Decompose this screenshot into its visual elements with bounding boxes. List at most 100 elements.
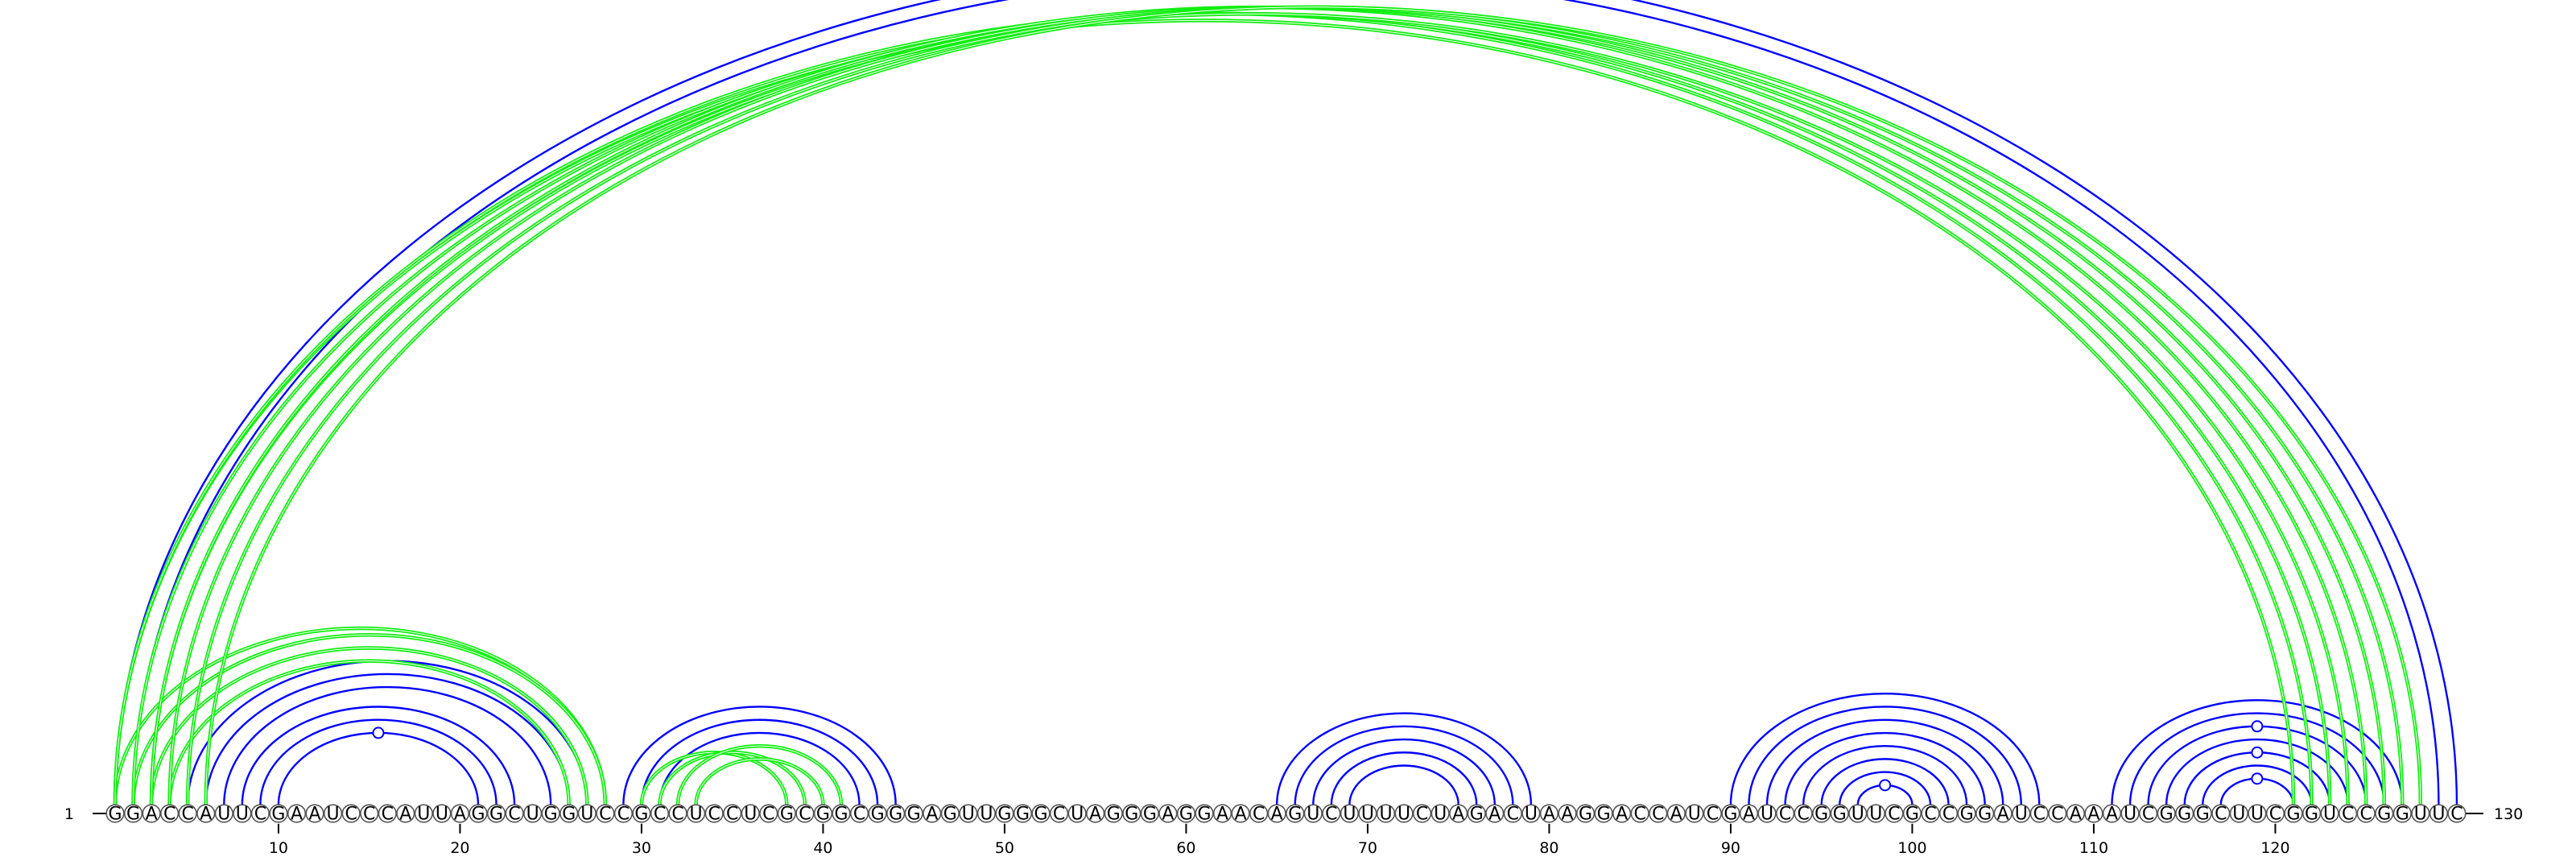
- position-tick: 30: [632, 823, 651, 857]
- base-pair-arc: [1729, 693, 2041, 805]
- nucleotide: A: [1539, 804, 1559, 825]
- nucleotide: U: [414, 804, 433, 825]
- nucleotide: G: [269, 804, 288, 825]
- nucleotide: G: [2157, 804, 2176, 825]
- base-pair-arc: [1294, 725, 1514, 805]
- svg-text:G: G: [271, 805, 285, 825]
- svg-text:A: A: [1561, 805, 1573, 825]
- svg-text:G: G: [1960, 805, 1974, 825]
- nucleotide: G: [2392, 804, 2412, 825]
- nucleotide: A: [1158, 804, 1178, 825]
- base-pair-arc: [640, 718, 879, 805]
- nucleotide: C: [1938, 804, 1959, 825]
- svg-text:A: A: [1271, 805, 1283, 825]
- svg-text:G: G: [1724, 805, 1737, 825]
- svg-text:80: 80: [1539, 839, 1558, 857]
- position-tick: 70: [1358, 823, 1377, 857]
- nucleotide: A: [1449, 804, 1468, 825]
- svg-text:G: G: [1579, 805, 1592, 825]
- nucleotide: U: [686, 804, 706, 825]
- svg-text:A: A: [1997, 805, 2009, 825]
- svg-text:A: A: [2106, 805, 2118, 825]
- svg-text:A: A: [1670, 805, 1682, 825]
- nucleotide: U: [2248, 804, 2267, 825]
- nucleotide: U: [432, 804, 452, 825]
- svg-text:G: G: [471, 805, 485, 825]
- bulge-marker: [2251, 746, 2264, 759]
- svg-text:100: 100: [1897, 839, 1926, 857]
- svg-text:C: C: [1888, 805, 1900, 825]
- nucleotide: C: [160, 804, 180, 825]
- svg-text:C: C: [617, 805, 630, 825]
- nucleotide: C: [1049, 804, 1069, 825]
- nucleotide: C: [613, 804, 634, 825]
- svg-text:U: U: [2015, 805, 2028, 825]
- svg-text:G: G: [834, 805, 848, 825]
- svg-text:C: C: [2360, 805, 2372, 825]
- bulge-marker: [1879, 779, 1892, 792]
- svg-text:G: G: [2178, 805, 2191, 825]
- nucleotide: C: [1794, 804, 1813, 825]
- svg-text:U: U: [217, 805, 230, 825]
- nucleotide: G: [469, 804, 488, 825]
- nucleotide: A: [1666, 804, 1686, 825]
- svg-text:A: A: [454, 805, 466, 825]
- nucleotide: G: [1286, 804, 1305, 825]
- svg-text:U: U: [1379, 805, 1392, 825]
- svg-text:G: G: [889, 805, 902, 825]
- svg-text:G: G: [634, 805, 648, 825]
- nucleotide: U: [577, 804, 597, 825]
- nucleotide: C: [1703, 804, 1722, 825]
- nucleotide: G: [886, 804, 906, 825]
- svg-text:C: C: [1797, 805, 1809, 825]
- nucleotide: A: [396, 804, 415, 825]
- nucleotide: U: [233, 804, 252, 825]
- nucleotide: C: [668, 804, 687, 825]
- svg-text:A: A: [309, 805, 321, 825]
- svg-text:A: A: [2087, 805, 2099, 825]
- svg-text:G: G: [871, 805, 885, 825]
- nucleotide: C: [360, 804, 379, 825]
- nucleotide: G: [1104, 804, 1123, 825]
- svg-text:U: U: [2414, 805, 2427, 825]
- nucleotide: C: [759, 804, 778, 825]
- nucleotide: U: [1757, 804, 1777, 825]
- svg-text:60: 60: [1176, 839, 1195, 857]
- svg-text:G: G: [2396, 805, 2409, 825]
- svg-text:C: C: [2215, 805, 2227, 825]
- svg-text:G: G: [1288, 805, 1302, 825]
- svg-text:C: C: [1924, 805, 1936, 825]
- nucleotide: G: [813, 804, 833, 825]
- base-pair-arc: [1312, 738, 1496, 805]
- nucleotide: C: [1921, 804, 1940, 825]
- nucleotide: A: [1993, 804, 2013, 825]
- svg-text:G: G: [2305, 805, 2318, 825]
- svg-text:G: G: [1179, 805, 1193, 825]
- svg-text:U: U: [1761, 805, 1773, 825]
- nucleotide: G: [2284, 804, 2303, 825]
- nucleotide: C: [1885, 804, 1904, 825]
- svg-text:G: G: [2377, 805, 2391, 825]
- base-pair-arc: [1748, 706, 2022, 805]
- nucleotide: A: [142, 804, 161, 825]
- base-pair-arc: [1330, 751, 1478, 805]
- svg-text:C: C: [2033, 805, 2046, 825]
- nucleotide: C: [250, 804, 270, 825]
- svg-text:C: C: [1652, 805, 1664, 825]
- svg-text:C: C: [182, 805, 194, 825]
- svg-text:G: G: [1905, 805, 1919, 825]
- nucleotide: A: [1267, 804, 1286, 825]
- svg-text:G: G: [1833, 805, 1847, 825]
- nucleotide: C: [2447, 804, 2467, 825]
- svg-text:G: G: [126, 805, 140, 825]
- nucleotide: U: [741, 804, 760, 825]
- base-pair-arc: [2128, 712, 2385, 805]
- svg-text:C: C: [163, 805, 175, 825]
- svg-text:U: U: [2323, 805, 2336, 825]
- svg-text:U: U: [526, 805, 539, 825]
- svg-text:C: C: [1634, 805, 1646, 825]
- nucleotide: A: [2102, 804, 2122, 825]
- nucleotide: G: [123, 804, 143, 825]
- crossing-pair-arc: [131, 632, 608, 805]
